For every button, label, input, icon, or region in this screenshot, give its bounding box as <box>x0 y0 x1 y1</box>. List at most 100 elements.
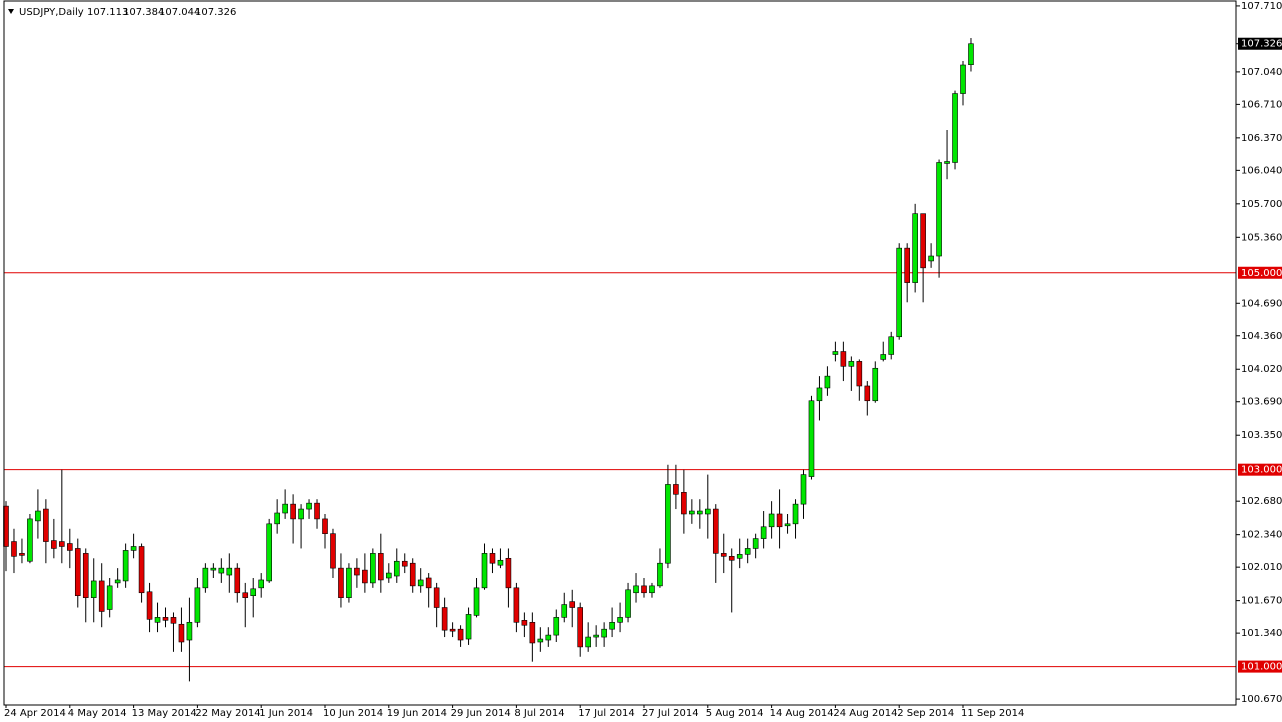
candle-body <box>35 510 41 522</box>
y-tick-label: 102.010 <box>1241 562 1282 573</box>
candle-body <box>673 484 679 495</box>
candle-body <box>19 553 25 556</box>
candle-body <box>449 628 456 632</box>
candle-body <box>186 621 193 641</box>
x-tick-label: 24 Apr 2014 <box>4 708 66 719</box>
candle-body <box>138 546 145 594</box>
candle-body <box>90 580 97 598</box>
candle-body <box>944 161 950 164</box>
y-tick-label: 103.350 <box>1241 430 1282 441</box>
candle-body <box>609 621 615 630</box>
x-tick-label: 17 Jul 2014 <box>578 708 635 719</box>
candle-body <box>593 634 599 638</box>
candle-body <box>840 351 847 367</box>
candle-body <box>952 93 958 163</box>
candle-body <box>146 591 153 620</box>
candle-body <box>489 553 496 564</box>
level-label-box <box>1238 463 1282 476</box>
candle-body <box>904 247 910 283</box>
candle-body <box>521 620 528 626</box>
candle-body <box>98 580 105 612</box>
x-tick-label: 4 May 2014 <box>68 708 127 719</box>
y-tick-label: 106.040 <box>1241 165 1282 176</box>
candle-body <box>178 623 185 643</box>
x-tick-label: 29 Jun 2014 <box>451 708 511 719</box>
candle-body <box>856 361 863 387</box>
candle-body <box>960 64 966 94</box>
x-tick-label: 5 Aug 2014 <box>706 708 764 719</box>
candle-body <box>106 585 113 610</box>
x-tick-label: 1 Jun 2014 <box>259 708 313 719</box>
level-label: 101.000 <box>1241 662 1282 673</box>
candle-body <box>824 375 831 389</box>
candle-body <box>625 589 631 618</box>
ohlc-open: 107.113 <box>87 7 128 18</box>
candle-body <box>712 508 719 554</box>
candle-body <box>417 579 424 587</box>
y-tick-label: 107.040 <box>1241 67 1282 78</box>
y-tick-label: 107.710 <box>1241 1 1282 12</box>
candle-body <box>473 587 480 616</box>
candle-body <box>784 523 791 527</box>
candle-body <box>59 541 65 547</box>
candle-body <box>880 354 887 360</box>
y-tick-label: 104.690 <box>1241 298 1282 309</box>
ohlc-low: 107.044 <box>159 7 200 18</box>
candle-body <box>832 351 839 355</box>
candle-body <box>170 617 177 624</box>
x-tick-label: 2 Sep 2014 <box>897 708 954 719</box>
candle-body <box>194 587 201 623</box>
candle-body <box>577 607 584 648</box>
candle-body <box>888 336 895 355</box>
candle-body <box>250 588 257 597</box>
y-tick-label: 102.340 <box>1241 530 1282 541</box>
candle-body <box>234 567 241 594</box>
candle-body <box>354 567 360 576</box>
y-tick-label: 105.700 <box>1241 199 1282 210</box>
candle-body <box>505 557 512 589</box>
candle-body <box>641 585 647 594</box>
candle-body <box>393 560 400 577</box>
candle-body <box>728 556 735 561</box>
candle-body <box>800 474 807 505</box>
candle-body <box>338 567 344 598</box>
candle-body <box>872 367 879 402</box>
candle-body <box>322 518 328 534</box>
candle-body <box>27 518 33 562</box>
plot-area <box>3 38 1236 682</box>
candle-body <box>226 567 233 576</box>
candle-body <box>561 604 568 618</box>
candle-body <box>162 617 169 621</box>
price-label: 107.326 <box>1241 39 1282 50</box>
candle-body <box>808 400 815 477</box>
ohlc-close: 107.326 <box>195 7 236 18</box>
x-tick-label: 22 May 2014 <box>195 708 260 719</box>
level-label-box <box>1238 266 1282 279</box>
candle-body <box>202 567 209 589</box>
candle-body <box>601 628 607 638</box>
candle-body <box>74 548 81 597</box>
candle-body <box>290 503 296 520</box>
x-tick-label: 24 Aug 2014 <box>833 708 897 719</box>
candle-body <box>43 508 49 542</box>
candle-body <box>936 162 942 257</box>
candle-body <box>689 510 695 515</box>
candle-body <box>218 567 225 574</box>
candle-body <box>465 614 472 640</box>
candle-body <box>274 512 280 525</box>
candle-body <box>792 503 799 525</box>
candle-body <box>298 508 304 520</box>
x-tick-label: 8 Jul 2014 <box>514 708 564 719</box>
y-tick-label: 106.710 <box>1241 99 1282 110</box>
candle-body <box>912 213 918 283</box>
candle-body <box>720 553 727 557</box>
level-label-box <box>1238 660 1282 673</box>
candle-body <box>409 562 416 587</box>
candle-body <box>130 546 137 551</box>
candle-body <box>242 592 249 598</box>
candle-body <box>210 567 217 571</box>
x-tick-label: 27 Jul 2014 <box>642 708 699 719</box>
candle-body <box>569 601 576 608</box>
candle-body <box>154 617 161 623</box>
